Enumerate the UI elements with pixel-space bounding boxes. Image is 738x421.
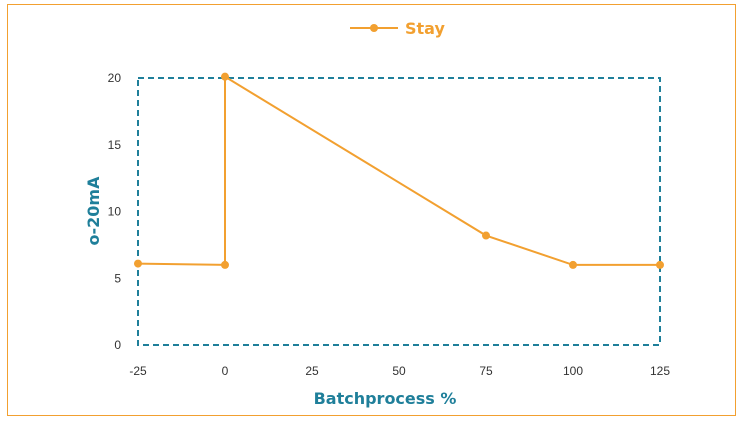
- x-tick-label: -25: [129, 364, 147, 378]
- legend: Stay: [350, 19, 445, 38]
- y-tick-label: 20: [108, 71, 122, 85]
- x-tick-labels: -25 0 25 50 75 100 125: [129, 364, 670, 378]
- x-tick-label: 50: [392, 364, 406, 378]
- data-point: [221, 260, 229, 269]
- data-point: [656, 260, 664, 269]
- data-point: [134, 259, 142, 268]
- series-layer: [134, 72, 664, 269]
- x-axis-title: Batchprocess %: [314, 389, 457, 408]
- y-tick-labels: 0 5 10 15 20: [108, 71, 122, 352]
- plot-area-border: [137, 77, 661, 346]
- legend-label: Stay: [405, 19, 445, 38]
- legend-marker: [370, 24, 378, 32]
- chart-frame: [7, 4, 736, 416]
- x-tick-label: 75: [479, 364, 493, 378]
- x-tick-label: 25: [305, 364, 319, 378]
- data-point: [482, 231, 490, 240]
- x-tick-label: 0: [222, 364, 229, 378]
- data-point: [569, 260, 577, 269]
- y-tick-label: 0: [114, 338, 121, 352]
- y-axis-title: o-20mA: [84, 176, 103, 246]
- y-tick-label: 15: [108, 138, 122, 152]
- y-tick-label: 10: [108, 205, 122, 219]
- x-tick-label: 125: [650, 364, 670, 378]
- y-tick-label: 5: [114, 271, 121, 285]
- series-line: [137, 74, 660, 266]
- data-point: [221, 72, 229, 81]
- x-tick-label: 100: [563, 364, 583, 378]
